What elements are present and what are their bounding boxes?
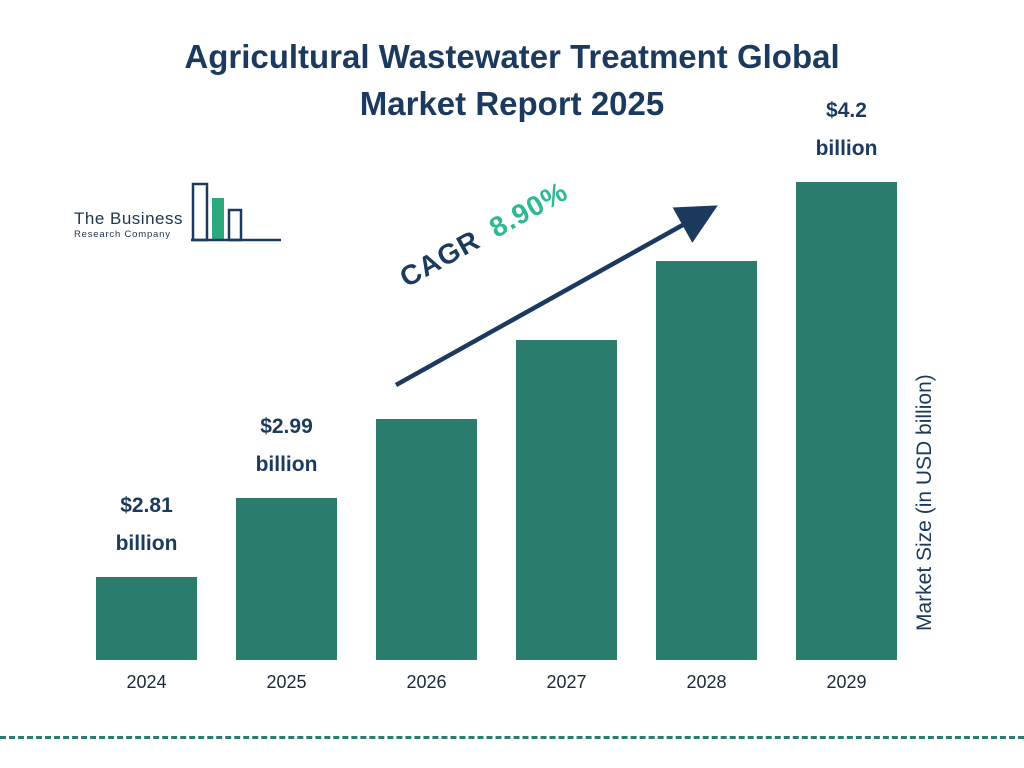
bar-2028 [656, 261, 757, 660]
logo-name: The Business [74, 209, 183, 228]
x-tick-2027: 2027 [546, 672, 587, 692]
x-tick-2026: 2026 [406, 672, 447, 692]
company-logo: The Business Research Company [74, 182, 283, 246]
bar-2029 [796, 182, 897, 660]
bar-column-2025: $2.99 billion 2025 [236, 408, 337, 694]
bar-column-2028: 2028 [656, 261, 757, 694]
bar-value-label-2029: $4.2 billion [816, 92, 878, 168]
bar-2026 [376, 419, 477, 660]
bar-2025 [236, 498, 337, 660]
bar-column-2026: 2026 [376, 419, 477, 694]
title-line-2: Market Report 2025 [359, 84, 665, 122]
bar-chart-logo-icon [191, 182, 281, 242]
value-unit: billion [815, 137, 878, 160]
bar-column-2029: $4.2 billion 2029 [796, 92, 897, 694]
title-line-1: Agricultural Wastewater Treatment Global [184, 38, 840, 75]
page-title: Agricultural Wastewater Treatment Global… [82, 34, 942, 128]
x-tick-2024: 2024 [126, 672, 167, 692]
y-axis-label: Market Size (in USD billion) [913, 374, 936, 632]
bars: $2.81 billion 2024 $2.99 billion 2025 2026 2027… [96, 92, 897, 694]
bar-value-label-2025: $2.99 billion [256, 408, 318, 484]
x-tick-2029: 2029 [826, 672, 867, 692]
value-amount: $2.99 [260, 415, 313, 438]
cagr-arrow [394, 205, 718, 387]
bar-2024 [96, 577, 197, 660]
value-amount: $4.2 [826, 99, 867, 122]
value-unit: billion [255, 453, 318, 476]
dashed-divider [0, 736, 1024, 739]
bar-2027 [516, 340, 617, 660]
value-amount: $2.81 [120, 494, 173, 517]
company-logo-text: The Business Research Company [74, 209, 183, 240]
value-unit: billion [115, 532, 178, 555]
bar-column-2024: $2.81 billion 2024 [96, 487, 197, 694]
logo-subname: Research Company [74, 229, 171, 240]
x-tick-2025: 2025 [266, 672, 307, 692]
x-tick-2028: 2028 [686, 672, 727, 692]
bar-column-2027: 2027 [516, 340, 617, 694]
bar-value-label-2024: $2.81 billion [116, 487, 178, 563]
